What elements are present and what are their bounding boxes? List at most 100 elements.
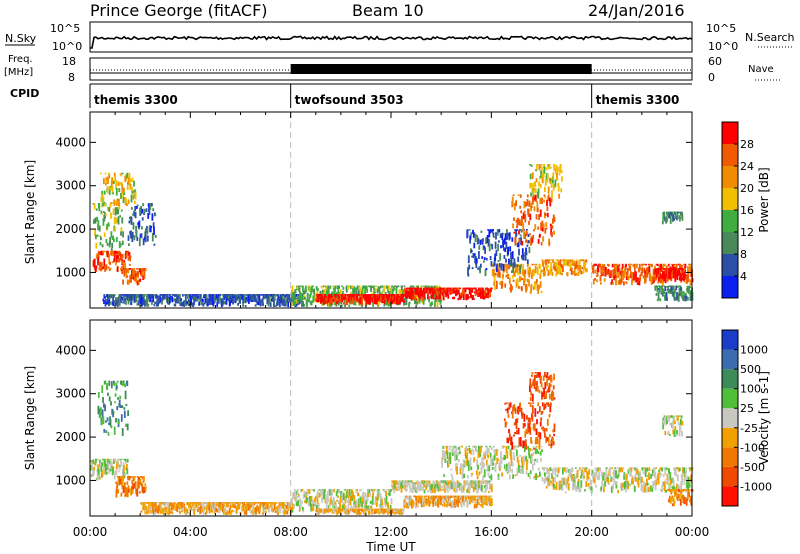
heatmap-cell (140, 205, 142, 215)
heatmap-cell (188, 502, 190, 509)
heatmap-cell (136, 204, 139, 207)
heatmap-cell (542, 402, 545, 405)
heatmap-cell (459, 467, 462, 475)
heatmap-cell (335, 298, 338, 302)
heatmap-cell (205, 294, 208, 300)
heatmap-cell (457, 459, 460, 463)
heatmap-cell (504, 455, 507, 460)
heatmap-cell (336, 300, 339, 303)
heatmap-cell (483, 499, 486, 505)
heatmap-cell (465, 480, 468, 486)
heatmap-cell (331, 489, 333, 495)
heatmap-cell (657, 270, 660, 280)
heatmap-cell (113, 380, 115, 385)
heatmap-cell (150, 510, 153, 514)
heatmap-cell (506, 402, 508, 404)
heatmap-cell (514, 474, 517, 477)
cpid-segment-label: themis 3300 (596, 93, 680, 107)
heatmap-cell (547, 186, 550, 194)
heatmap-cell (488, 491, 490, 493)
heatmap-cell (481, 256, 484, 259)
heatmap-cell (465, 445, 468, 451)
heatmap-cell (505, 409, 507, 411)
heatmap-cell (555, 481, 558, 490)
heatmap-cell (417, 485, 420, 488)
heatmap-cell (292, 292, 295, 301)
heatmap-cell (541, 166, 543, 170)
heatmap-cell (398, 483, 400, 491)
heatmap-cell (640, 268, 642, 271)
heatmap-cell (529, 173, 532, 180)
heatmap-cell (200, 502, 203, 506)
heatmap-cell (135, 273, 137, 279)
heatmap-cell (110, 212, 112, 219)
heatmap-cell (526, 194, 529, 198)
heatmap-cell (581, 259, 583, 261)
heatmap-cell (513, 202, 516, 211)
heatmap-cell (529, 402, 532, 408)
heatmap-cell (676, 274, 679, 281)
colorbar-tick-label: 4 (740, 270, 747, 283)
heatmap-cell (551, 473, 553, 479)
heatmap-cell (355, 290, 358, 297)
heatmap-cell (552, 441, 555, 446)
heatmap-cell (277, 507, 280, 512)
heatmap-cell (375, 294, 377, 297)
heatmap-cell (230, 510, 232, 515)
heatmap-cell (518, 403, 521, 412)
heatmap-cell (164, 509, 167, 513)
heatmap-cell (534, 458, 537, 461)
heatmap-cell (517, 445, 520, 448)
heatmap-cell (314, 497, 316, 502)
heatmap-cell (525, 470, 528, 475)
heatmap-cell (540, 376, 542, 381)
heatmap-cell (536, 164, 539, 167)
heatmap-cell (569, 264, 572, 271)
heatmap-cell (349, 509, 351, 513)
heatmap-cell (255, 502, 258, 504)
heatmap-cell (111, 261, 114, 264)
heatmap-cell (406, 502, 408, 506)
heatmap-cell (482, 475, 484, 481)
heatmap-cell (541, 427, 543, 430)
heatmap-cell (472, 295, 474, 300)
heatmap-cell (461, 445, 463, 448)
heatmap-cell (101, 193, 104, 200)
heatmap-cell (547, 376, 550, 381)
heatmap-cell (457, 290, 460, 295)
heatmap-cell (544, 271, 546, 277)
heatmap-cell (351, 490, 354, 495)
heatmap-cell (496, 449, 499, 452)
heatmap-cell (564, 491, 567, 494)
heatmap-cell (273, 299, 275, 308)
heatmap-cell (394, 294, 397, 296)
heatmap-cell (395, 480, 398, 484)
heatmap-cell (523, 445, 526, 453)
heatmap-cell (593, 477, 596, 484)
heatmap-cell (516, 467, 519, 476)
heatmap-cell (608, 271, 611, 277)
heatmap-cell (409, 484, 411, 490)
heatmap-cell (232, 502, 234, 508)
heatmap-cell (151, 213, 154, 221)
heatmap-cell (108, 224, 110, 227)
heatmap-cell (594, 472, 596, 479)
heatmap-cell (108, 172, 110, 175)
heatmap-cell (347, 285, 349, 290)
heatmap-cell (440, 292, 443, 300)
heatmap-cell (121, 172, 124, 175)
heatmap-cell (569, 259, 571, 264)
heatmap-cell (465, 293, 468, 301)
heatmap-cell (350, 294, 353, 301)
heatmap-cell (664, 467, 667, 475)
heatmap-cell (129, 184, 132, 187)
heatmap-cell (526, 287, 528, 289)
heatmap-cell (114, 207, 117, 216)
heatmap-cell (531, 238, 534, 243)
heatmap-cell (668, 468, 670, 475)
heatmap-cell (542, 170, 545, 177)
heatmap-cell (432, 487, 434, 493)
heatmap-cell (530, 383, 533, 388)
heatmap-cell (349, 500, 352, 506)
colorbar-swatch (722, 210, 738, 232)
